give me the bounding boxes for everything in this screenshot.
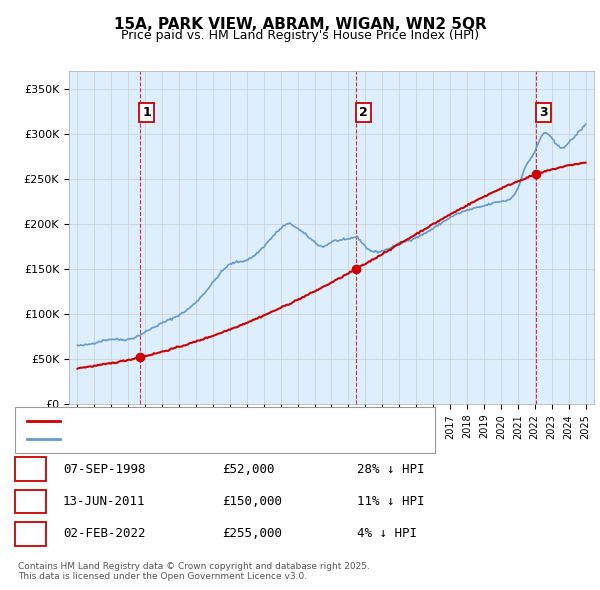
Text: 4% ↓ HPI: 4% ↓ HPI [357, 527, 417, 540]
Text: £150,000: £150,000 [222, 495, 282, 508]
Text: 1: 1 [26, 463, 35, 476]
Text: 1: 1 [142, 106, 151, 119]
Text: 13-JUN-2011: 13-JUN-2011 [63, 495, 146, 508]
Text: Price paid vs. HM Land Registry's House Price Index (HPI): Price paid vs. HM Land Registry's House … [121, 30, 479, 42]
Text: £52,000: £52,000 [222, 463, 275, 476]
Text: HPI: Average price, detached house, Wigan: HPI: Average price, detached house, Wiga… [66, 434, 302, 444]
Text: £255,000: £255,000 [222, 527, 282, 540]
Text: 2: 2 [359, 106, 368, 119]
Text: 28% ↓ HPI: 28% ↓ HPI [357, 463, 425, 476]
Text: 15A, PARK VIEW, ABRAM, WIGAN, WN2 5QR: 15A, PARK VIEW, ABRAM, WIGAN, WN2 5QR [113, 17, 487, 31]
Text: 3: 3 [539, 106, 547, 119]
Text: 02-FEB-2022: 02-FEB-2022 [63, 527, 146, 540]
Text: 3: 3 [26, 527, 35, 540]
Text: 11% ↓ HPI: 11% ↓ HPI [357, 495, 425, 508]
Text: 15A, PARK VIEW, ABRAM, WIGAN, WN2 5QR (detached house): 15A, PARK VIEW, ABRAM, WIGAN, WN2 5QR (d… [66, 417, 404, 427]
Text: Contains HM Land Registry data © Crown copyright and database right 2025.
This d: Contains HM Land Registry data © Crown c… [18, 562, 370, 581]
Text: 07-SEP-1998: 07-SEP-1998 [63, 463, 146, 476]
Text: 2: 2 [26, 495, 35, 508]
